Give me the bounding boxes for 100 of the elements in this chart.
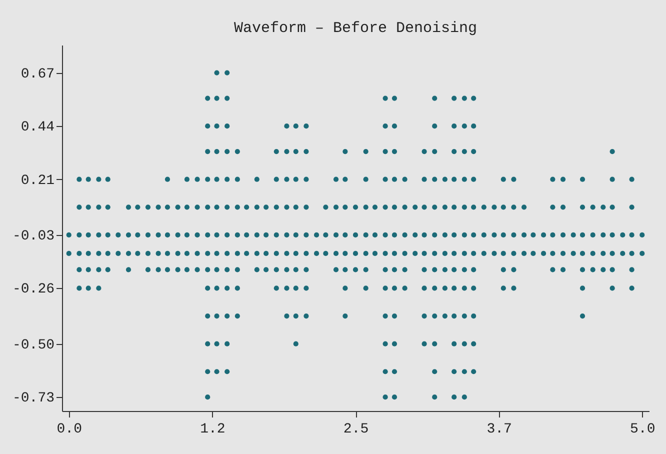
point [422, 149, 427, 154]
point [342, 313, 348, 319]
point [363, 250, 368, 256]
point [284, 313, 290, 319]
point [422, 267, 427, 272]
point [600, 232, 606, 238]
point [600, 267, 606, 272]
point [402, 286, 408, 291]
y-tick-label: 0.67 [20, 66, 54, 82]
point [640, 250, 645, 256]
point [224, 369, 230, 374]
point [363, 267, 368, 272]
point [471, 176, 476, 182]
y-tick-label: 0.21 [20, 172, 54, 189]
point [432, 124, 438, 129]
point [76, 267, 82, 272]
point [66, 232, 72, 238]
point [264, 204, 269, 210]
point [432, 313, 438, 319]
point [511, 232, 516, 238]
point [116, 250, 121, 256]
point [96, 204, 102, 210]
point [610, 232, 615, 238]
point [452, 250, 457, 256]
point [392, 232, 398, 238]
point [254, 267, 260, 272]
point [224, 286, 230, 291]
point [550, 204, 556, 210]
point [481, 204, 486, 210]
point [372, 250, 378, 256]
point [194, 267, 200, 272]
point [135, 204, 140, 210]
point [156, 204, 161, 210]
point [105, 232, 110, 238]
point [570, 232, 576, 238]
point [452, 267, 457, 272]
point [550, 176, 556, 182]
point [471, 267, 476, 272]
point [205, 394, 210, 400]
point [214, 96, 220, 101]
point [521, 250, 527, 256]
point [126, 204, 132, 210]
point [224, 124, 230, 129]
point [244, 204, 250, 210]
point [96, 286, 102, 291]
point [560, 176, 566, 182]
point [76, 250, 82, 256]
point [184, 204, 190, 210]
point [462, 341, 467, 346]
point [610, 286, 615, 291]
point [274, 286, 279, 291]
point [442, 267, 448, 272]
point [590, 250, 596, 256]
point [145, 204, 151, 210]
point [452, 124, 457, 129]
point [333, 176, 339, 182]
point [224, 96, 230, 101]
point [462, 267, 467, 272]
point [580, 232, 586, 238]
point [560, 204, 566, 210]
point [462, 204, 467, 210]
point [304, 204, 309, 210]
point [442, 286, 448, 291]
point [422, 176, 427, 182]
point [274, 149, 279, 154]
y-tick-label: -0.73 [12, 390, 54, 407]
point [452, 313, 457, 319]
point [184, 176, 190, 182]
point [402, 232, 408, 238]
point [264, 232, 269, 238]
point [462, 250, 467, 256]
point [323, 250, 328, 256]
point [254, 176, 260, 182]
point [629, 232, 634, 238]
point [610, 176, 615, 182]
point [116, 232, 121, 238]
point [610, 149, 615, 154]
point [284, 286, 290, 291]
point [580, 286, 586, 291]
point [333, 232, 339, 238]
point [105, 250, 110, 256]
point [382, 286, 388, 291]
point [580, 250, 586, 256]
point [314, 250, 320, 256]
point [620, 232, 626, 238]
point [323, 232, 328, 238]
point [224, 204, 230, 210]
point [254, 232, 260, 238]
point [462, 149, 467, 154]
point [511, 286, 516, 291]
point [145, 267, 151, 272]
point [452, 204, 457, 210]
point [76, 176, 82, 182]
point [352, 250, 358, 256]
point [530, 250, 536, 256]
point [392, 204, 398, 210]
point [580, 176, 586, 182]
point [392, 250, 398, 256]
point [452, 341, 457, 346]
point [412, 232, 418, 238]
